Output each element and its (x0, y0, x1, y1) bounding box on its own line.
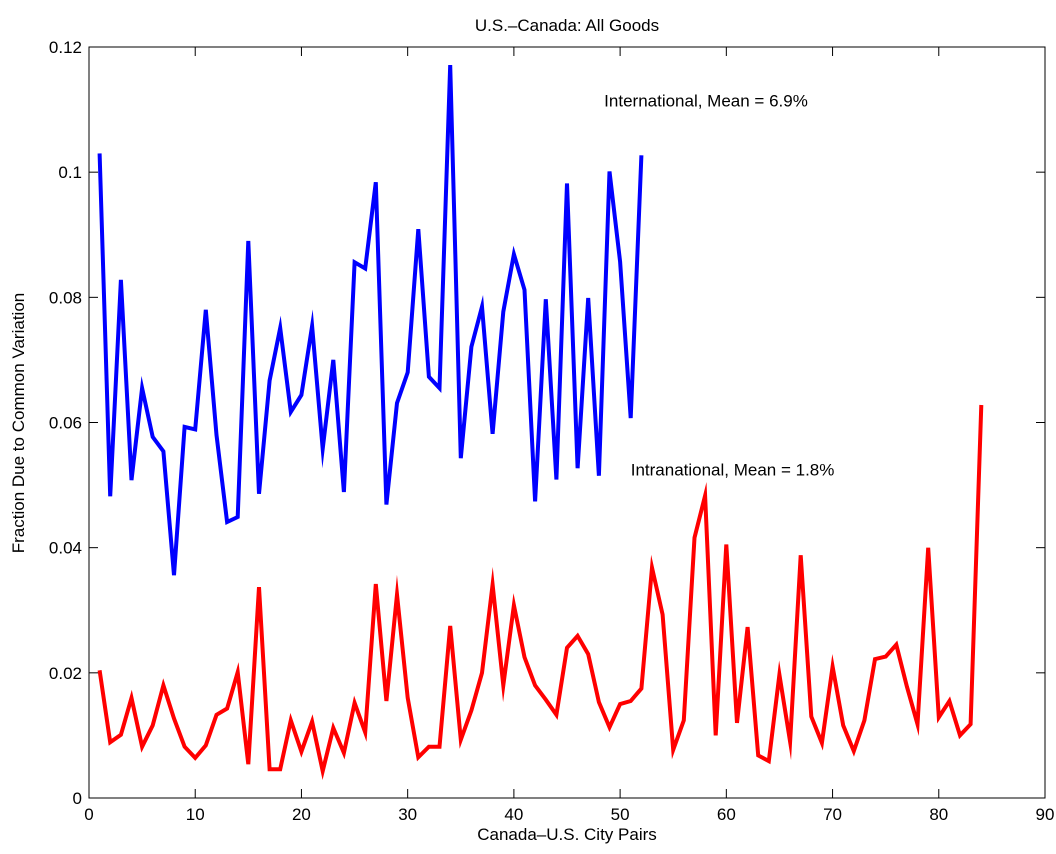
x-tick-label: 40 (504, 805, 523, 824)
y-tick-label: 0.1 (58, 163, 82, 182)
series-group (97, 65, 984, 781)
y-tick-label: 0.06 (49, 414, 82, 433)
annotations: International, Mean = 6.9% Intranational,… (604, 91, 834, 479)
annotation-1: International, Mean = 6.9% (604, 91, 808, 110)
x-tick-label: 80 (929, 805, 948, 824)
x-tick-label: 20 (292, 805, 311, 824)
y-tick-label: 0.08 (49, 288, 82, 307)
x-tick-label: 70 (823, 805, 842, 824)
y-tick-label: 0.02 (49, 664, 82, 683)
y-tick-label: 0 (73, 789, 82, 808)
y-axis-label: Fraction Due to Common Variation (9, 293, 28, 553)
x-tick-label: 10 (186, 805, 205, 824)
series-line-1 (97, 65, 644, 576)
x-tick-label: 60 (717, 805, 736, 824)
x-tick-label: 90 (1036, 805, 1055, 824)
x-tick-label: 50 (611, 805, 630, 824)
annotation-2: Intranational, Mean = 1.8% (631, 461, 835, 480)
y-axis-tick-labels: 0 0.02 0.04 0.06 0.08 0.1 0.12 (49, 38, 82, 808)
y-tick-label: 0.04 (49, 539, 82, 558)
x-axis-tick-labels: 0 10 20 30 40 50 60 70 80 90 (84, 805, 1054, 824)
chart-title: U.S.–Canada: All Goods (475, 16, 659, 35)
series-line-2 (97, 404, 984, 781)
y-tick-label: 0.12 (49, 38, 82, 57)
x-axis-label: Canada–U.S. City Pairs (477, 825, 657, 844)
x-tick-label: 30 (398, 805, 417, 824)
axis-ticks (88, 46, 1046, 799)
x-tick-label: 0 (84, 805, 93, 824)
